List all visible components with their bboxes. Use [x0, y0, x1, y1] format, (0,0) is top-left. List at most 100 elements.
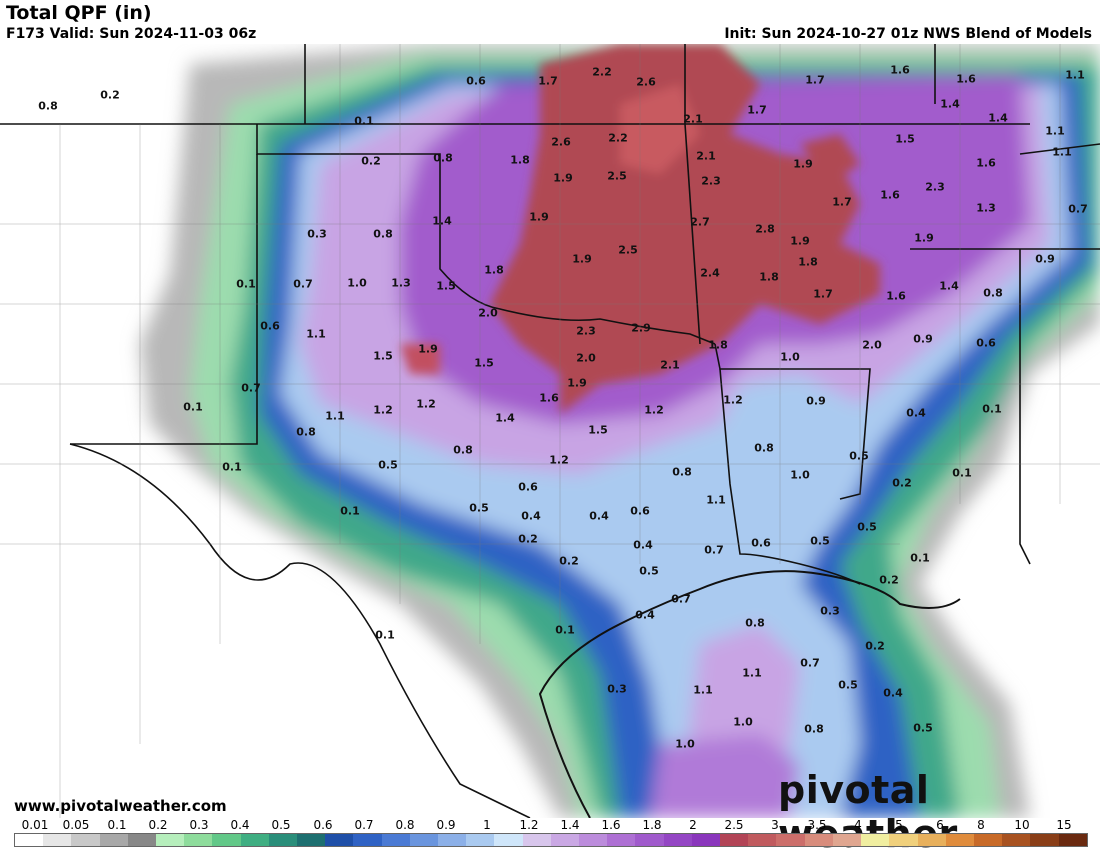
- qpf-value-label: 0.3: [607, 682, 627, 696]
- qpf-value-label: 0.6: [260, 319, 280, 333]
- legend-swatch: [240, 834, 269, 846]
- qpf-value-label: 1.1: [1045, 124, 1065, 138]
- heavy-precip-core: [400, 44, 880, 414]
- qpf-value-label: 0.8: [754, 441, 774, 455]
- legend-tick-label: 0.2: [148, 818, 168, 832]
- init-time: Init: Sun 2024-10-27 01z NWS Blend of Mo…: [724, 26, 1092, 42]
- qpf-value-label: 2.3: [701, 174, 721, 188]
- qpf-value-label: 0.1: [340, 504, 360, 518]
- qpf-value-label: 0.1: [375, 628, 395, 642]
- qpf-value-label: 0.8: [453, 443, 473, 457]
- qpf-value-label: 2.2: [608, 131, 628, 145]
- qpf-value-label: 1.2: [549, 453, 569, 467]
- qpf-value-label: 2.2: [592, 65, 612, 79]
- legend-swatch: [43, 834, 72, 846]
- map-canvas: [0, 44, 1100, 818]
- legend-swatch: [156, 834, 185, 846]
- qpf-value-label: 1.9: [572, 252, 592, 266]
- qpf-value-label: 0.5: [849, 449, 869, 463]
- qpf-value-label: 0.8: [672, 465, 692, 479]
- qpf-value-label: 0.7: [1068, 202, 1088, 216]
- legend-swatch: [832, 834, 862, 846]
- legend-swatch: [325, 834, 354, 846]
- qpf-value-label: 0.9: [913, 332, 933, 346]
- qpf-value-label: 1.2: [416, 397, 436, 411]
- qpf-value-label: 0.4: [521, 509, 541, 523]
- state-borders: [0, 44, 1100, 818]
- qpf-value-label: 2.7: [690, 215, 710, 229]
- legend-swatch: [268, 834, 298, 846]
- qpf-value-label: 0.4: [906, 406, 926, 420]
- map-header: Total QPF (in) F173 Valid: Sun 2024-11-0…: [0, 0, 1100, 44]
- qpf-value-label: 1.3: [391, 276, 411, 290]
- valid-time: F173 Valid: Sun 2024-11-03 06z: [6, 26, 257, 42]
- qpf-value-label: 1.7: [813, 287, 833, 301]
- qpf-value-label: 0.1: [555, 623, 575, 637]
- legend-swatch: [522, 834, 551, 846]
- qpf-value-label: 1.2: [723, 393, 743, 407]
- qpf-value-label: 0.8: [296, 425, 316, 439]
- legend-tick-label: 0.3: [189, 818, 209, 832]
- legend-swatch: [945, 834, 974, 846]
- legend-tick-label: 1.8: [642, 818, 662, 832]
- qpf-value-label: 2.1: [696, 149, 716, 163]
- qpf-value-label: 1.0: [780, 350, 800, 364]
- qpf-value-label: 1.3: [976, 201, 996, 215]
- qpf-value-label: 2.3: [576, 324, 596, 338]
- qpf-value-label: 1.6: [956, 72, 976, 86]
- legend-tick-label: 15: [1056, 818, 1072, 832]
- qpf-value-label: 0.6: [976, 336, 996, 350]
- legend-swatch: [1058, 834, 1087, 846]
- qpf-value-label: 0.1: [910, 551, 930, 565]
- legend-tick-label: 0.9: [436, 818, 456, 832]
- qpf-value-label: 1.9: [567, 376, 587, 390]
- legend-tick-label: 0.01: [21, 818, 49, 832]
- legend-tick-label: 0.4: [230, 818, 250, 832]
- qpf-value-label: 0.1: [354, 114, 374, 128]
- legend-tick-label: 0.1: [107, 818, 127, 832]
- qpf-value-label: 1.9: [790, 234, 810, 248]
- legend-swatch: [804, 834, 833, 846]
- legend-tick-label: 0.05: [62, 818, 90, 832]
- qpf-value-label: 0.6: [466, 74, 486, 88]
- qpf-value-label: 0.1: [222, 460, 242, 474]
- qpf-value-label: 1.8: [759, 270, 779, 284]
- qpf-value-label: 0.5: [838, 678, 858, 692]
- qpf-value-label: 0.7: [800, 656, 820, 670]
- qpf-value-label: 0.1: [236, 277, 256, 291]
- qpf-value-label: 2.5: [618, 243, 638, 257]
- qpf-value-label: 1.4: [495, 411, 515, 425]
- legend-swatch: [212, 834, 241, 846]
- qpf-value-label: 1.4: [940, 97, 960, 111]
- qpf-value-label: 2.5: [607, 169, 627, 183]
- qpf-value-label: 1.8: [708, 338, 728, 352]
- qpf-value-label: 0.5: [469, 501, 489, 515]
- legend-tick-label: 10: [1014, 818, 1030, 832]
- legend-swatch: [297, 834, 326, 846]
- qpf-value-label: 1.6: [890, 63, 910, 77]
- qpf-value-label: 1.6: [539, 391, 559, 405]
- legend-tick-label: 2: [689, 818, 697, 832]
- qpf-value-label: 2.4: [700, 266, 720, 280]
- qpf-value-label: 1.4: [939, 279, 959, 293]
- qpf-value-label: 2.0: [862, 338, 882, 352]
- qpf-value-label: 0.2: [518, 532, 538, 546]
- qpf-value-label: 2.6: [551, 135, 571, 149]
- color-legend: [14, 833, 1088, 847]
- legend-swatch: [494, 834, 523, 846]
- legend-tick-label: 3: [771, 818, 779, 832]
- qpf-value-label: 1.1: [306, 327, 326, 341]
- qpf-value-label: 0.1: [982, 402, 1002, 416]
- legend-swatch: [127, 834, 157, 846]
- qpf-value-label: 0.4: [883, 686, 903, 700]
- legend-swatch: [861, 834, 890, 846]
- qpf-value-label: 1.5: [474, 356, 494, 370]
- legend-swatch: [1002, 834, 1031, 846]
- legend-swatch: [353, 834, 382, 846]
- legend-ticks: 0.01 0.05 0.1 0.2 0.3 0.4 0.5 0.6 0.7 0.8 0.9 1 1.2 1…: [0, 818, 1100, 832]
- qpf-value-label: 1.1: [1065, 68, 1085, 82]
- qpf-value-label: 1.8: [510, 153, 530, 167]
- legend-swatch: [184, 834, 213, 846]
- qpf-value-label: 1.1: [1052, 145, 1072, 159]
- legend-swatch: [720, 834, 749, 846]
